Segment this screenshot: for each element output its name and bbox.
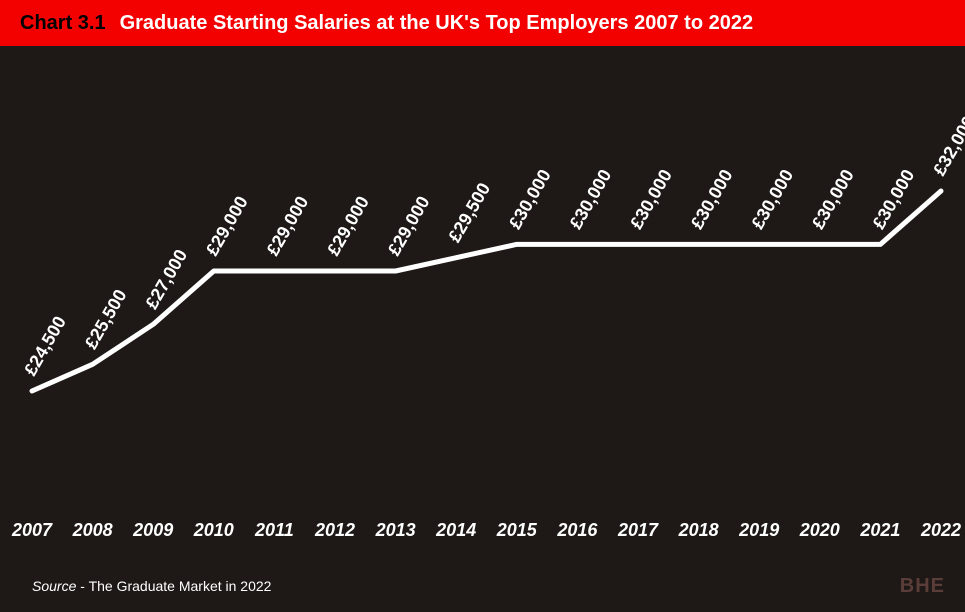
plot-area: £24,500£25,500£27,000£29,000£29,000£29,0…	[0, 46, 965, 612]
source-prefix: Source	[32, 578, 76, 594]
value-label: £29,500	[444, 179, 494, 245]
value-label: £30,000	[869, 166, 919, 232]
x-axis-label: 2010	[193, 520, 234, 540]
value-label: £30,000	[626, 166, 676, 232]
x-axis-label: 2008	[72, 520, 113, 540]
x-axis-label: 2016	[556, 520, 598, 540]
x-axis-label: 2007	[11, 520, 53, 540]
x-axis-label: 2011	[254, 520, 294, 540]
chart-title: Graduate Starting Salaries at the UK's T…	[120, 12, 754, 35]
value-label: £29,000	[202, 193, 252, 259]
chart-number-label: Chart 3.1	[20, 12, 106, 35]
value-label: £30,000	[808, 166, 858, 232]
value-label: £30,000	[687, 166, 737, 232]
x-axis-label: 2019	[738, 520, 779, 540]
value-label: £29,000	[323, 193, 373, 259]
source-separator: -	[76, 578, 88, 594]
source-citation: Source - The Graduate Market in 2022	[32, 578, 271, 594]
x-axis-label: 2012	[314, 520, 355, 540]
x-axis-label: 2022	[920, 520, 961, 540]
watermark: BHE	[900, 575, 945, 598]
x-axis-label: 2021	[859, 520, 900, 540]
source-text: The Graduate Market in 2022	[89, 578, 272, 594]
value-label: £30,000	[505, 166, 555, 232]
chart-container: Chart 3.1 Graduate Starting Salaries at …	[0, 0, 965, 612]
line-chart-svg: £24,500£25,500£27,000£29,000£29,000£29,0…	[0, 46, 965, 612]
x-axis-label: 2009	[132, 520, 173, 540]
x-axis-label: 2014	[435, 520, 476, 540]
value-label: £30,000	[747, 166, 797, 232]
value-label: £29,000	[384, 193, 434, 259]
x-axis-label: 2017	[617, 520, 659, 540]
value-label: £30,000	[566, 166, 616, 232]
chart-header: Chart 3.1 Graduate Starting Salaries at …	[0, 0, 965, 46]
x-axis-label: 2013	[375, 520, 416, 540]
x-axis-label: 2015	[496, 520, 538, 540]
value-label: £29,000	[263, 193, 313, 259]
value-label: £32,000	[929, 113, 965, 179]
value-label: £27,000	[141, 246, 191, 312]
x-axis-label: 2018	[678, 520, 719, 540]
x-axis-label: 2020	[799, 520, 840, 540]
value-label: £24,500	[20, 313, 70, 379]
